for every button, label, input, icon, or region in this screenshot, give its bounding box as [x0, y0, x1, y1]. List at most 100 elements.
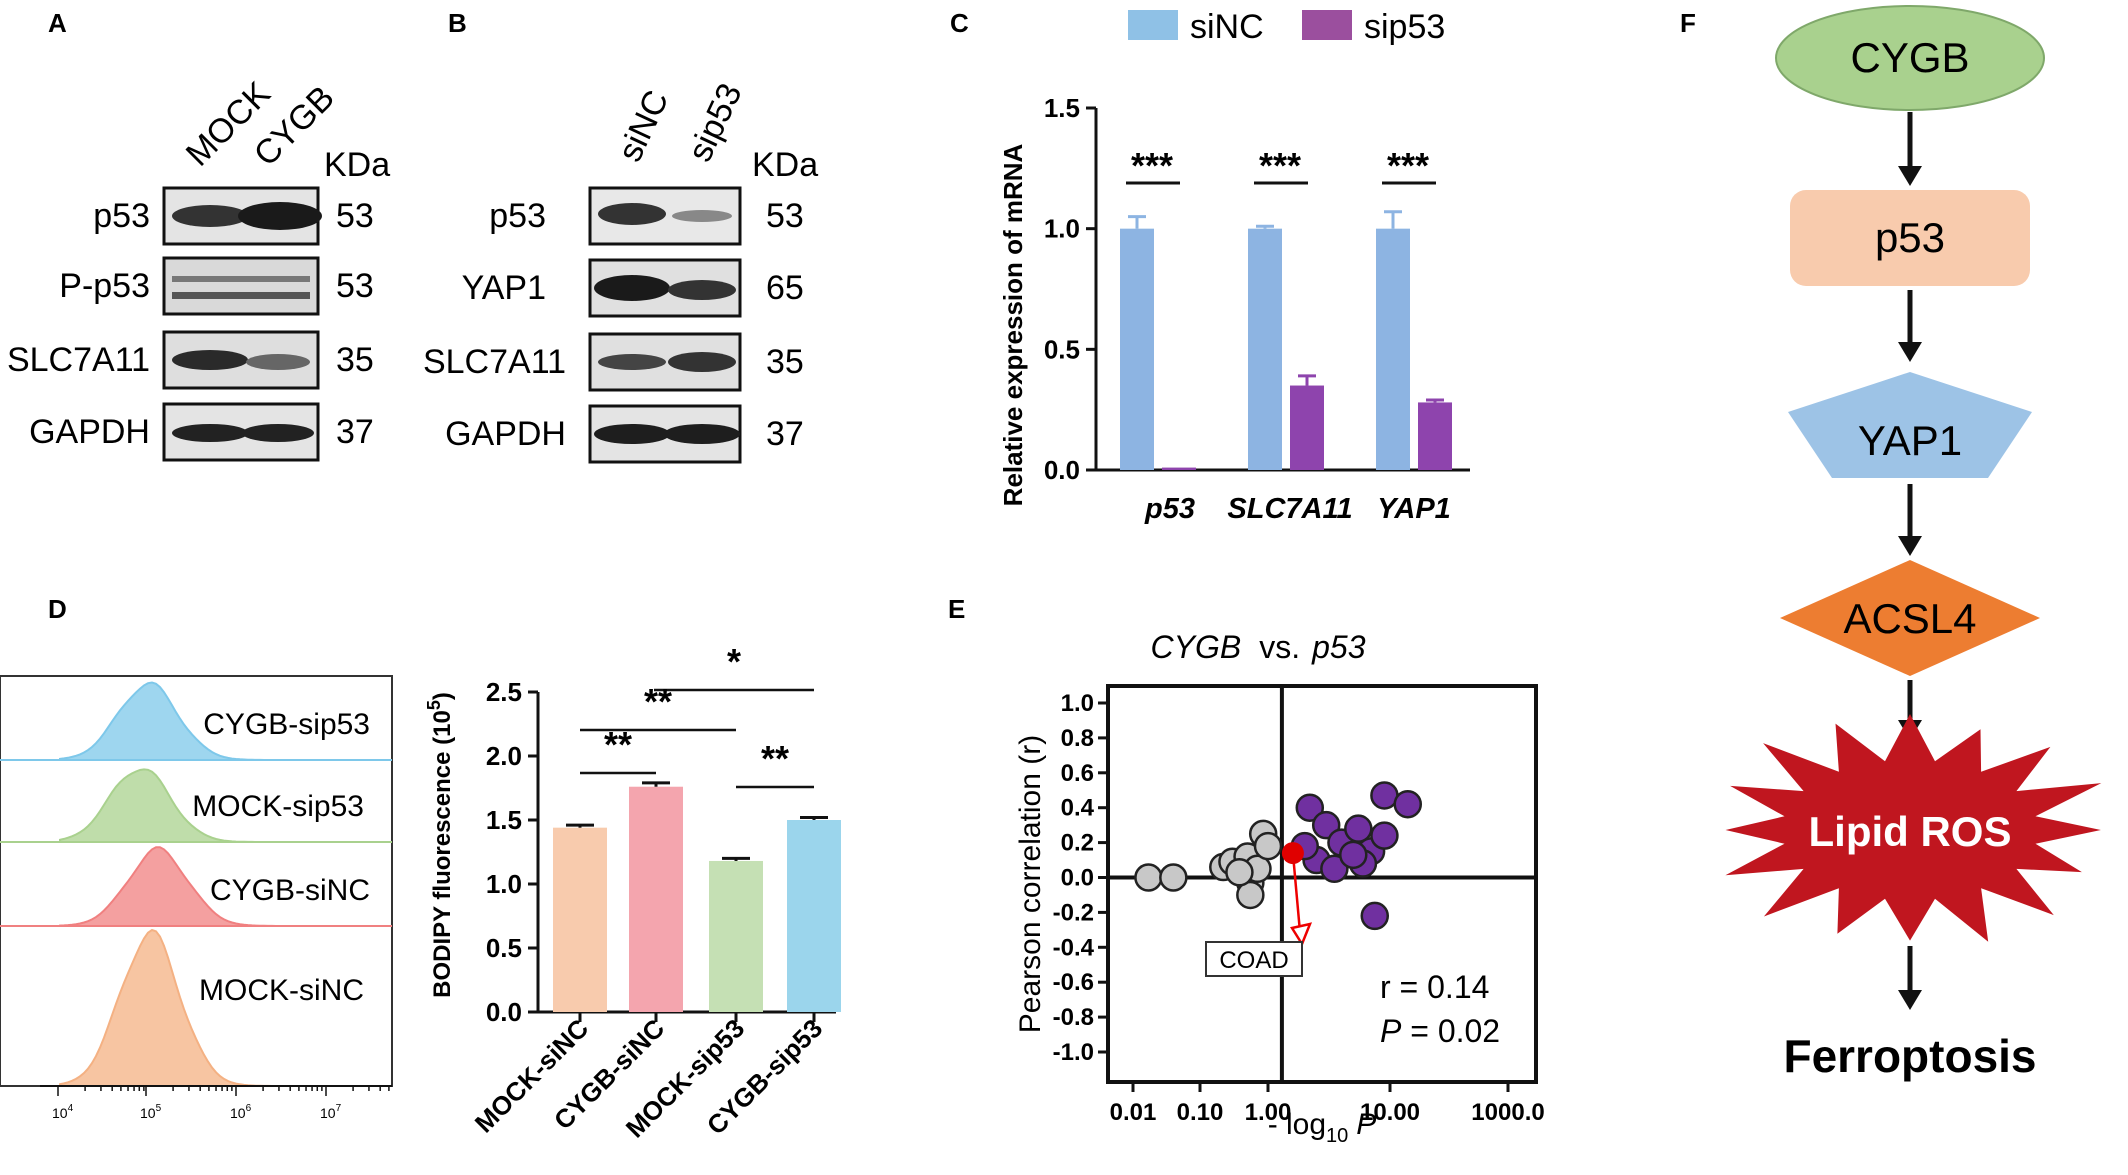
- blot-row-a-p53: p53 53: [93, 186, 374, 246]
- blot-row-b-p53: p53 53: [489, 186, 804, 246]
- protein-label: SLC7A11: [423, 343, 566, 381]
- mrna-bar-chart: siNC sip53 Relative expression of mRNA 0…: [998, 8, 1470, 525]
- arrowhead-3: [1898, 536, 1922, 556]
- point-significant: [1295, 793, 1325, 822]
- coad-label: COAD: [1219, 947, 1288, 974]
- stat-r: r = 0.14: [1380, 969, 1489, 1005]
- blot-band: [242, 424, 314, 442]
- x-axis-title-e: - log10 P: [1268, 1108, 1377, 1147]
- significance-marker: **: [761, 738, 789, 779]
- histogram-tick-label: 106: [230, 1103, 252, 1121]
- significance-marker: ***: [1131, 145, 1173, 186]
- histogram-tick-label: 105: [140, 1103, 162, 1121]
- node-acsl4-label: ACSL4: [1843, 595, 1976, 642]
- y-axis-title-c: Relative expression of mRNA: [998, 143, 1028, 506]
- blot-row-a-gapdh: GAPDH 37: [29, 402, 374, 462]
- point-highlight-coad: [1281, 842, 1304, 865]
- blot-row-a-pp53: P-p53 53: [59, 256, 374, 316]
- y-tick-label: 0.5: [1044, 334, 1080, 364]
- x-tick-label: 0.10: [1177, 1099, 1224, 1126]
- significance-marker: ***: [1259, 145, 1301, 186]
- x-tick-label: 1.00: [1245, 1099, 1292, 1126]
- kda-header-a: KDa: [324, 146, 390, 184]
- correlation-scatter: Pearson correlation (r) - log10 P 1.0 0.8 0…: [1014, 684, 1545, 1147]
- bar-siNC-SLC7A11: [1248, 228, 1282, 470]
- significance-marker: ***: [1387, 145, 1429, 186]
- bar-MOCK-sip53: [709, 860, 763, 1012]
- y-tick-label: 2.5: [486, 677, 522, 707]
- blot-row-a-slc7a11: SLC7A11 35: [7, 330, 374, 390]
- panel-e-label: E: [948, 594, 965, 624]
- protein-label: GAPDH: [445, 415, 566, 453]
- bar-CYGB-sip53: [787, 820, 841, 1012]
- y-tick-label: 0.5: [486, 933, 522, 963]
- legend-label-sip53: sip53: [1364, 8, 1445, 46]
- x-tick-label: 10.00: [1360, 1099, 1420, 1126]
- protein-label: YAP1: [462, 269, 546, 307]
- blot-band: [672, 210, 732, 222]
- node-p53-label: p53: [1875, 214, 1945, 261]
- blot-band: [172, 276, 310, 282]
- blot-band: [172, 350, 248, 370]
- scatter-title: CYGB vs. p53: [1151, 629, 1366, 665]
- bodipy-bar-chart: BODIPY fluorescence (105) 0.0 0.5 1.0 1.5 2.…: [424, 641, 841, 1144]
- blot-band: [668, 352, 736, 372]
- y-tick-label: 2.0: [486, 741, 522, 771]
- panel-a-label: A: [48, 8, 67, 38]
- track-label: MOCK-sip53: [192, 790, 364, 823]
- kda-header-b: KDa: [752, 146, 818, 184]
- y-tick-label: 0.4: [1061, 795, 1095, 822]
- blot-box: [162, 256, 320, 316]
- coad-pointer-head: [1290, 922, 1313, 947]
- kda-value: 37: [336, 413, 374, 451]
- node-cygb: [1775, 5, 2045, 111]
- y-tick-label: 0.8: [1061, 725, 1094, 752]
- arrowhead-2: [1898, 342, 1922, 362]
- coad-callout: COAD: [1205, 941, 1303, 977]
- x-tick-label: p53: [1144, 493, 1195, 525]
- blot-band: [594, 275, 670, 301]
- blot-band: [598, 203, 666, 225]
- y-tick-label: -0.4: [1053, 934, 1095, 961]
- x-tick-label: 1000.0: [1471, 1099, 1544, 1126]
- y-tick-label: -1.0: [1053, 1039, 1094, 1066]
- lane-label-sip53: sip53: [681, 78, 750, 168]
- node-lipid-ros: [1725, 714, 2102, 942]
- y-tick-label: -0.6: [1053, 969, 1094, 996]
- x-tick-label: 0.01: [1110, 1099, 1157, 1126]
- coad-pointer: [1291, 852, 1302, 933]
- point-nonsignificant: [1225, 858, 1254, 887]
- panel-f-label: F: [1680, 8, 1696, 38]
- blot-band: [172, 292, 310, 299]
- panel-d-label: D: [48, 594, 67, 624]
- y-axis-title-e: Pearson correlation (r): [1014, 735, 1047, 1033]
- blot-row-b-slc7a11: SLC7A11 35: [423, 332, 804, 392]
- scatter-frame: [1106, 684, 1538, 1084]
- kda-value: 35: [766, 343, 804, 381]
- point-nonsignificant: [1134, 863, 1163, 892]
- significance-marker: *: [727, 641, 741, 682]
- blot-band: [664, 424, 740, 444]
- blot-band: [246, 354, 310, 370]
- y-tick-label: 0.0: [486, 997, 522, 1027]
- node-acsl4: [1780, 560, 2040, 676]
- protein-label: GAPDH: [29, 413, 150, 451]
- blot-band: [668, 280, 736, 300]
- flow-histogram: CYGB-sip53 MOCK-sip53 CYGB-siNC MOCK-siNC 1…: [0, 675, 393, 1121]
- node-yap1-label: YAP1: [1858, 417, 1962, 464]
- blot-band: [172, 205, 248, 227]
- kda-value: 37: [766, 415, 804, 453]
- histogram-tick-label: 104: [52, 1103, 74, 1121]
- y-tick-label: 0.6: [1061, 760, 1094, 787]
- y-tick-label: 1.0: [1044, 214, 1080, 244]
- bar-siNC-YAP1: [1376, 228, 1410, 470]
- node-lipid-ros-label: Lipid ROS: [1809, 808, 2012, 855]
- protein-label: SLC7A11: [7, 341, 150, 379]
- point-nonsignificant: [1236, 880, 1265, 910]
- blot-row-b-gapdh: GAPDH 37: [445, 404, 804, 464]
- y-tick-label: -0.8: [1053, 1004, 1094, 1031]
- y-tick-label: 0.2: [1061, 830, 1094, 857]
- significance-marker: **: [644, 681, 672, 722]
- bar-sip53-YAP1: [1418, 402, 1452, 470]
